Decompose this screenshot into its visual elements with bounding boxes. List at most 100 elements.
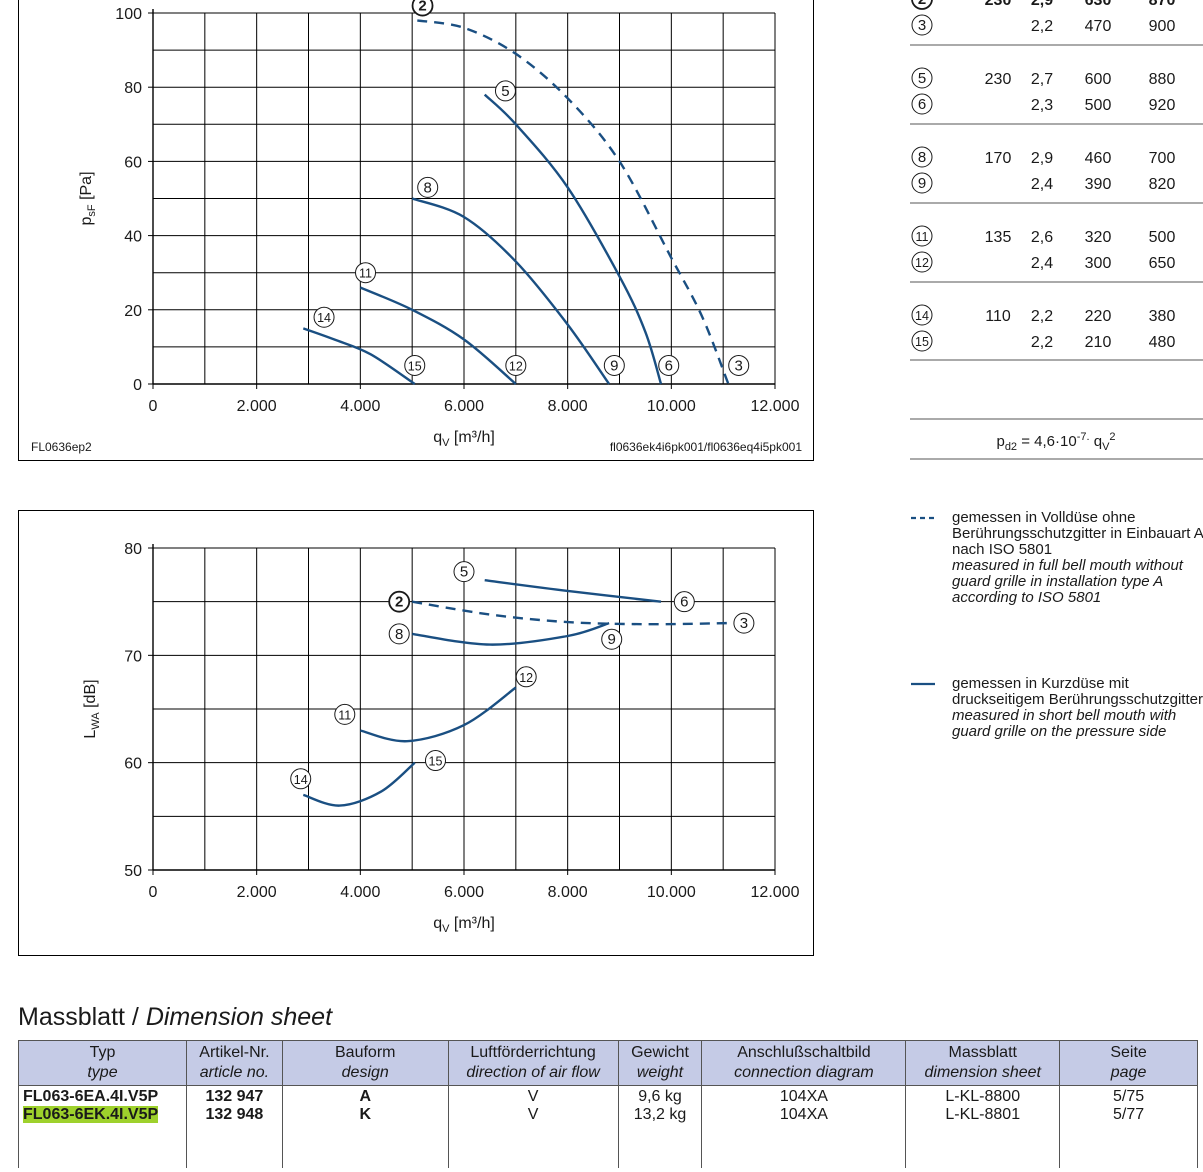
voltage-value: 110 — [985, 308, 1011, 325]
speed-value: 380 — [1149, 308, 1176, 325]
curve-label-text: 14 — [317, 311, 331, 325]
current-value: 2,4 — [1031, 176, 1053, 193]
pressure-label-9: 9 — [603, 354, 625, 376]
pressure-curve-14 — [302, 327, 416, 386]
cell-weight: 9,6 kg 13,2 kg — [617, 1085, 703, 1168]
pressure-label-8: 8 — [417, 176, 439, 198]
pressure-x-label: qV [m³/h] — [433, 429, 495, 449]
sound-label-12: 12 — [515, 666, 537, 688]
sound-curve-11 — [359, 686, 517, 743]
x-tick-label: 10.000 — [647, 884, 696, 901]
pressure-label-3: 3 — [728, 354, 750, 376]
dimension-title-en: Dimension sheet — [145, 1003, 333, 1031]
voltage-value: 230 — [985, 71, 1012, 88]
current-value: 2,2 — [1031, 308, 1053, 325]
current-value: 2,6 — [1031, 229, 1053, 246]
legend-dashed: gemessen in Volldüse ohne Berührungsschu… — [910, 510, 1203, 660]
curve-label-text: 3 — [740, 615, 748, 632]
pressure-label-6: 6 — [658, 354, 680, 376]
header-type: Typ type — [18, 1040, 187, 1086]
power-value: 470 — [1085, 18, 1112, 35]
pressure-label-14: 14 — [313, 306, 335, 328]
sound-label-8: 8 — [388, 623, 410, 645]
voltage-value: 170 — [985, 150, 1012, 167]
y-tick-label: 20 — [124, 303, 142, 320]
speed-value: 700 — [1149, 150, 1176, 167]
curve-label-text: 2 — [418, 0, 426, 15]
curve-label-text: 6 — [680, 594, 688, 611]
sound-curve-2 — [412, 600, 729, 626]
curve-label-text: 8 — [395, 626, 403, 643]
cell-diagram: 104XA 104XA — [701, 1085, 907, 1168]
operating-point-row: 12 2,4 300 650 — [911, 251, 1175, 273]
curve-label-text: 14 — [915, 309, 929, 323]
sound-x-label: qV [m³/h] — [433, 915, 495, 935]
y-tick-label: 60 — [124, 756, 142, 773]
x-tick-label: 0 — [149, 884, 158, 901]
x-tick-label: 8.000 — [548, 398, 588, 415]
curve-label-text: 12 — [509, 359, 523, 373]
operating-point-id: 6 — [911, 93, 933, 115]
curve-label-text: 2 — [918, 0, 926, 8]
x-tick-label: 2.000 — [237, 884, 277, 901]
operating-point-row: 8 170 2,9 460 700 — [911, 146, 1176, 168]
cell-article: 132 947 132 948 — [185, 1085, 283, 1168]
x-tick-label: 10.000 — [647, 398, 696, 415]
sound-label-14: 14 — [290, 768, 312, 790]
curve-label-text: 15 — [429, 755, 443, 769]
curve-label-text: 12 — [519, 671, 533, 685]
x-tick-label: 8.000 — [548, 884, 588, 901]
dynamic-pressure-formula: pd2 = 4,6·10-7. qV2 — [996, 431, 1115, 453]
y-tick-label: 50 — [124, 863, 142, 880]
operating-point-id: 2 — [911, 0, 933, 10]
pressure-grid — [152, 12, 776, 385]
curve-label-text: 15 — [408, 359, 422, 373]
sound-label-15: 15 — [424, 750, 446, 772]
curve-label-text: 3 — [735, 357, 743, 374]
operating-point-id: 3 — [911, 14, 933, 36]
curve-label-text: 8 — [424, 179, 432, 196]
y-tick-label: 60 — [124, 154, 142, 171]
header-page: Seite page — [1059, 1040, 1198, 1086]
pressure-label-5: 5 — [494, 80, 516, 102]
header-weight: Gewicht weight — [617, 1040, 703, 1086]
power-value: 390 — [1085, 176, 1112, 193]
speed-value: 500 — [1149, 229, 1176, 246]
pressure-curve-8 — [411, 197, 611, 385]
operating-point-id: 8 — [911, 146, 933, 168]
curve-label-text: 3 — [918, 17, 926, 34]
curve-label-text: 15 — [915, 335, 929, 349]
header-sheet: Massblatt dimension sheet — [905, 1040, 1061, 1086]
sound-curve-8 — [412, 621, 610, 646]
curve-label-text: 9 — [608, 631, 616, 648]
legend-dashed-de: gemessen in Volldüse ohne Berührungsschu… — [952, 509, 1203, 558]
legend-dashed-en: measured in full bell mouth without guar… — [952, 557, 1183, 606]
cell-design: A K — [281, 1085, 449, 1168]
x-tick-label: 0 — [149, 398, 158, 415]
current-value: 2,2 — [1031, 334, 1053, 351]
pressure-curve-5 — [483, 93, 663, 385]
pressure-label-15: 15 — [404, 354, 426, 376]
y-tick-label: 80 — [124, 541, 142, 558]
x-tick-label: 12.000 — [751, 398, 800, 415]
operating-points-svg: 2 230 2,9 630 870 3 2,2 470 900 5 230 2,7 600 880 6 2,3… — [910, 0, 1203, 460]
curve-label-text: 11 — [359, 267, 372, 281]
dimension-title-de: Massblatt / — [18, 1003, 146, 1031]
sound-power-chart-panel: 0 2.000 4.000 6.000 8.000 10.000 12.000 50 60 70 8… — [18, 510, 814, 956]
sound-curve-14 — [302, 761, 416, 807]
pressure-chart-panel: 0 2.000 4.000 6.000 8.000 10.000 12.000 0 20 40 60… — [18, 0, 814, 461]
x-tick-label: 6.000 — [444, 884, 484, 901]
operating-point-row: 15 2,2 210 480 — [911, 330, 1175, 352]
curve-label-text: 14 — [294, 773, 308, 787]
dimension-sheet-title: Massblatt / Dimension sheet — [18, 1003, 332, 1032]
x-tick-label: 4.000 — [340, 398, 380, 415]
current-value: 2,2 — [1031, 18, 1053, 35]
power-value: 220 — [1085, 308, 1112, 325]
pressure-corner-right: fl0636ek4i6pk001/fl0636eq4i5pk001 — [610, 440, 802, 454]
header-diagram: Anschlußschaltbild connection diagram — [701, 1040, 907, 1086]
operating-point-id: 15 — [911, 330, 933, 352]
voltage-value: 230 — [985, 0, 1012, 9]
sound-label-9: 9 — [601, 628, 623, 650]
pressure-curve-11 — [359, 286, 517, 385]
x-tick-label: 4.000 — [340, 884, 380, 901]
